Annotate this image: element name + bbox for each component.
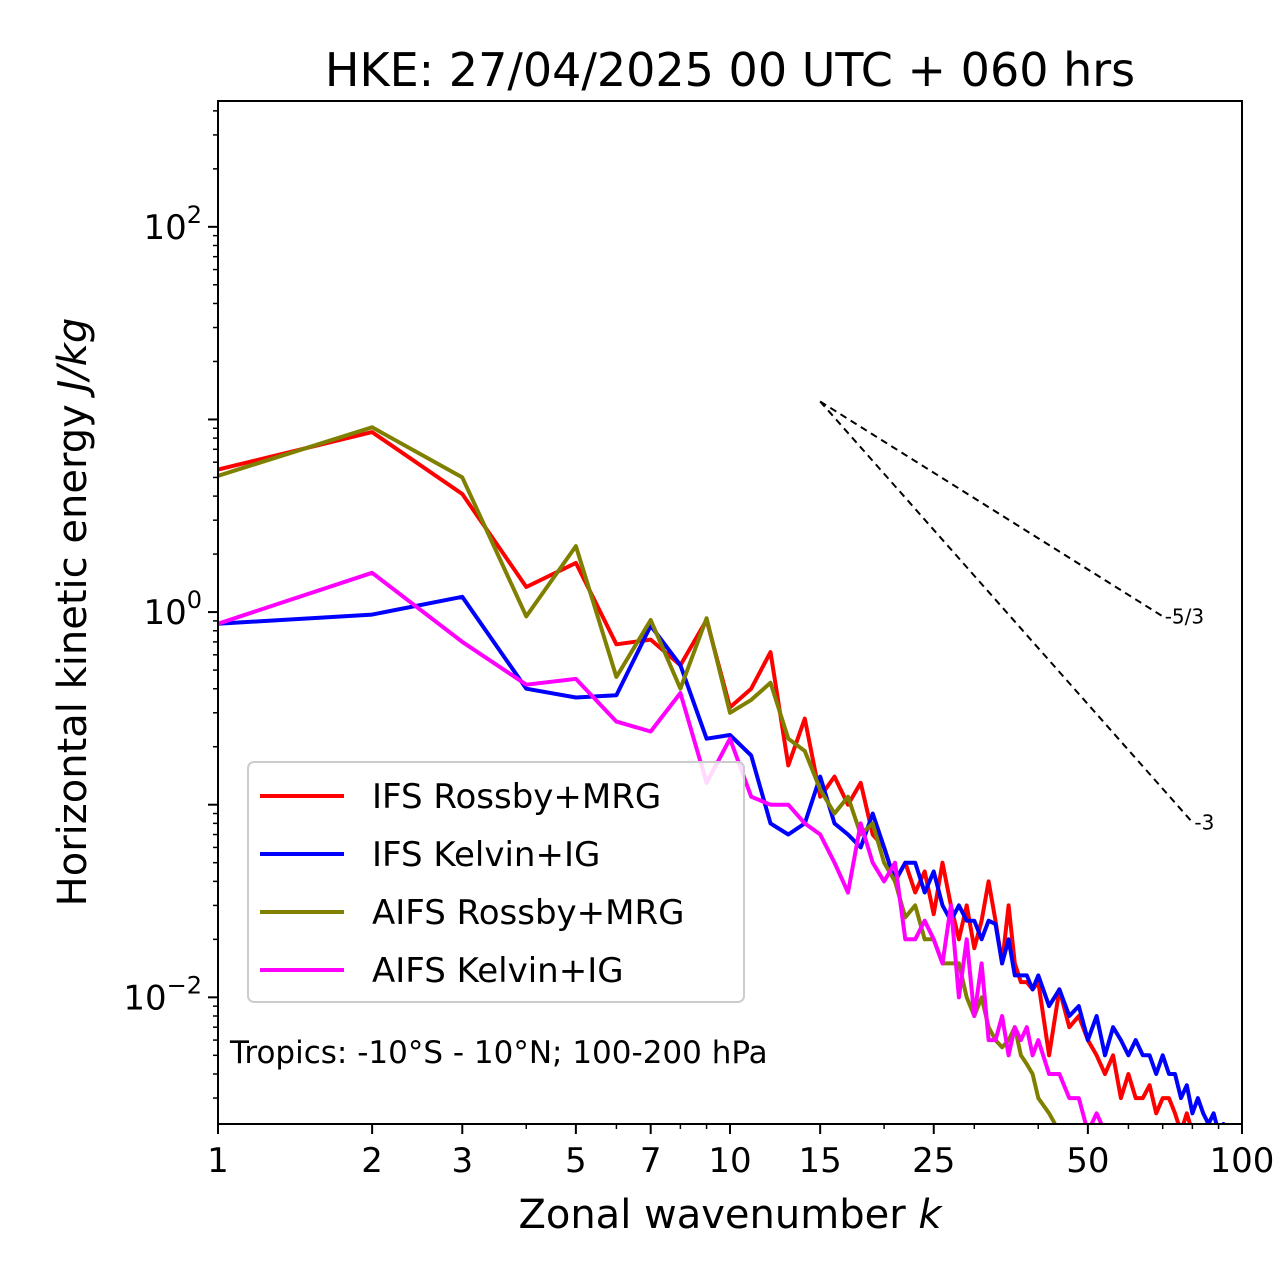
x-axis-label-italic: k: [918, 1192, 943, 1238]
x-tick-label: 15: [799, 1141, 842, 1181]
chart-title: HKE: 27/04/2025 00 UTC + 060 hrs: [325, 43, 1135, 97]
y-axis-label: Horizontal kinetic energy J/kg: [50, 318, 96, 907]
x-axis-label: Zonal wavenumber k: [518, 1192, 943, 1238]
legend-box: [247, 761, 745, 1003]
legend: IFS Rossby+MRG IFS Kelvin+IG AIFS Rossby+M…: [247, 761, 745, 1003]
legend-label: AIFS Kelvin+IG: [372, 951, 624, 991]
legend-label: IFS Kelvin+IG: [372, 835, 600, 875]
reference-slope-label: -3: [1194, 810, 1214, 834]
series-line: [218, 425, 1058, 1124]
y-axis-label-main: Horizontal kinetic energy: [50, 392, 96, 907]
x-tick-label: 5: [565, 1141, 587, 1181]
x-tick-label: 10: [708, 1141, 751, 1181]
reference-slope-label: -5/3: [1165, 604, 1204, 628]
x-tick-label: 7: [640, 1141, 662, 1181]
x-axis-ticks: 1 2 3 5 7 10 15 25 50 100: [207, 1124, 1274, 1181]
x-tick-label: 100: [1210, 1141, 1275, 1181]
y-tick-label: 102: [143, 201, 202, 248]
series-line: [218, 570, 1104, 1124]
legend-label: AIFS Rossby+MRG: [372, 893, 684, 933]
x-tick-label: 3: [451, 1141, 473, 1181]
series-layer: [218, 425, 1226, 1124]
series-line: [218, 594, 1226, 1124]
y-axis-ticks: 102 100 10−2: [123, 110, 218, 1099]
reference-slopes: -5/3 -3: [819, 400, 1214, 834]
x-tick-label: 50: [1066, 1141, 1109, 1181]
x-axis-label-main: Zonal wavenumber: [518, 1192, 918, 1238]
x-tick-label: 1: [207, 1141, 229, 1181]
y-tick-label: 100: [143, 586, 202, 633]
x-tick-label: 2: [361, 1141, 383, 1181]
region-annotation: Tropics: -10°S - 10°N; 100-200 hPa: [229, 1035, 768, 1071]
x-tick-label: 25: [912, 1141, 955, 1181]
legend-items: IFS Rossby+MRG IFS Kelvin+IG AIFS Rossby+M…: [260, 777, 684, 991]
plot-frame: [217, 100, 1243, 1125]
y-tick-label: 10−2: [123, 971, 202, 1018]
reference-slope-line: [819, 400, 1164, 618]
legend-label: IFS Rossby+MRG: [372, 777, 661, 817]
reference-slope-line: [819, 400, 1194, 823]
y-axis-label-italic: J/kg: [50, 318, 96, 399]
